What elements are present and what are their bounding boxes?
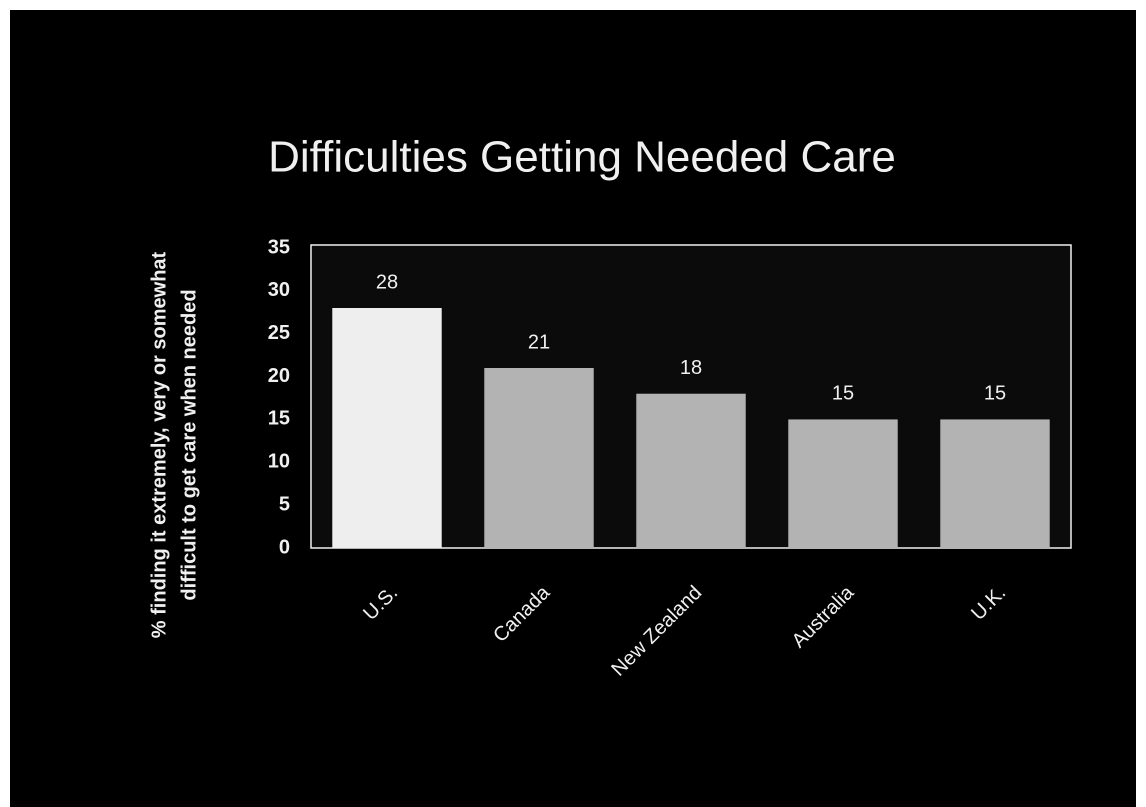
value-label: 15 <box>832 383 854 405</box>
value-label: 21 <box>528 331 550 353</box>
y-tick-label: 25 <box>268 322 290 344</box>
chart-title: Difficulties Getting Needed Care <box>268 133 896 182</box>
y-tick-label: 15 <box>268 408 290 430</box>
bar <box>484 368 594 548</box>
y-tick-label: 5 <box>279 493 290 515</box>
y-tick-label: 0 <box>279 536 290 558</box>
value-label: 18 <box>680 357 702 379</box>
y-axis-label: difficult to get care when needed <box>178 289 200 600</box>
y-axis-label: % finding it extremely, very or somewhat <box>148 251 170 638</box>
y-tick-label: 30 <box>268 279 290 301</box>
bar <box>788 419 898 548</box>
y-tick-label: 10 <box>268 451 290 473</box>
value-label: 15 <box>984 383 1006 405</box>
y-tick-label: 35 <box>268 236 290 258</box>
bar <box>332 308 442 548</box>
bar <box>636 393 746 548</box>
bar <box>940 419 1050 548</box>
y-tick-label: 20 <box>268 365 290 387</box>
value-label: 28 <box>376 271 398 293</box>
